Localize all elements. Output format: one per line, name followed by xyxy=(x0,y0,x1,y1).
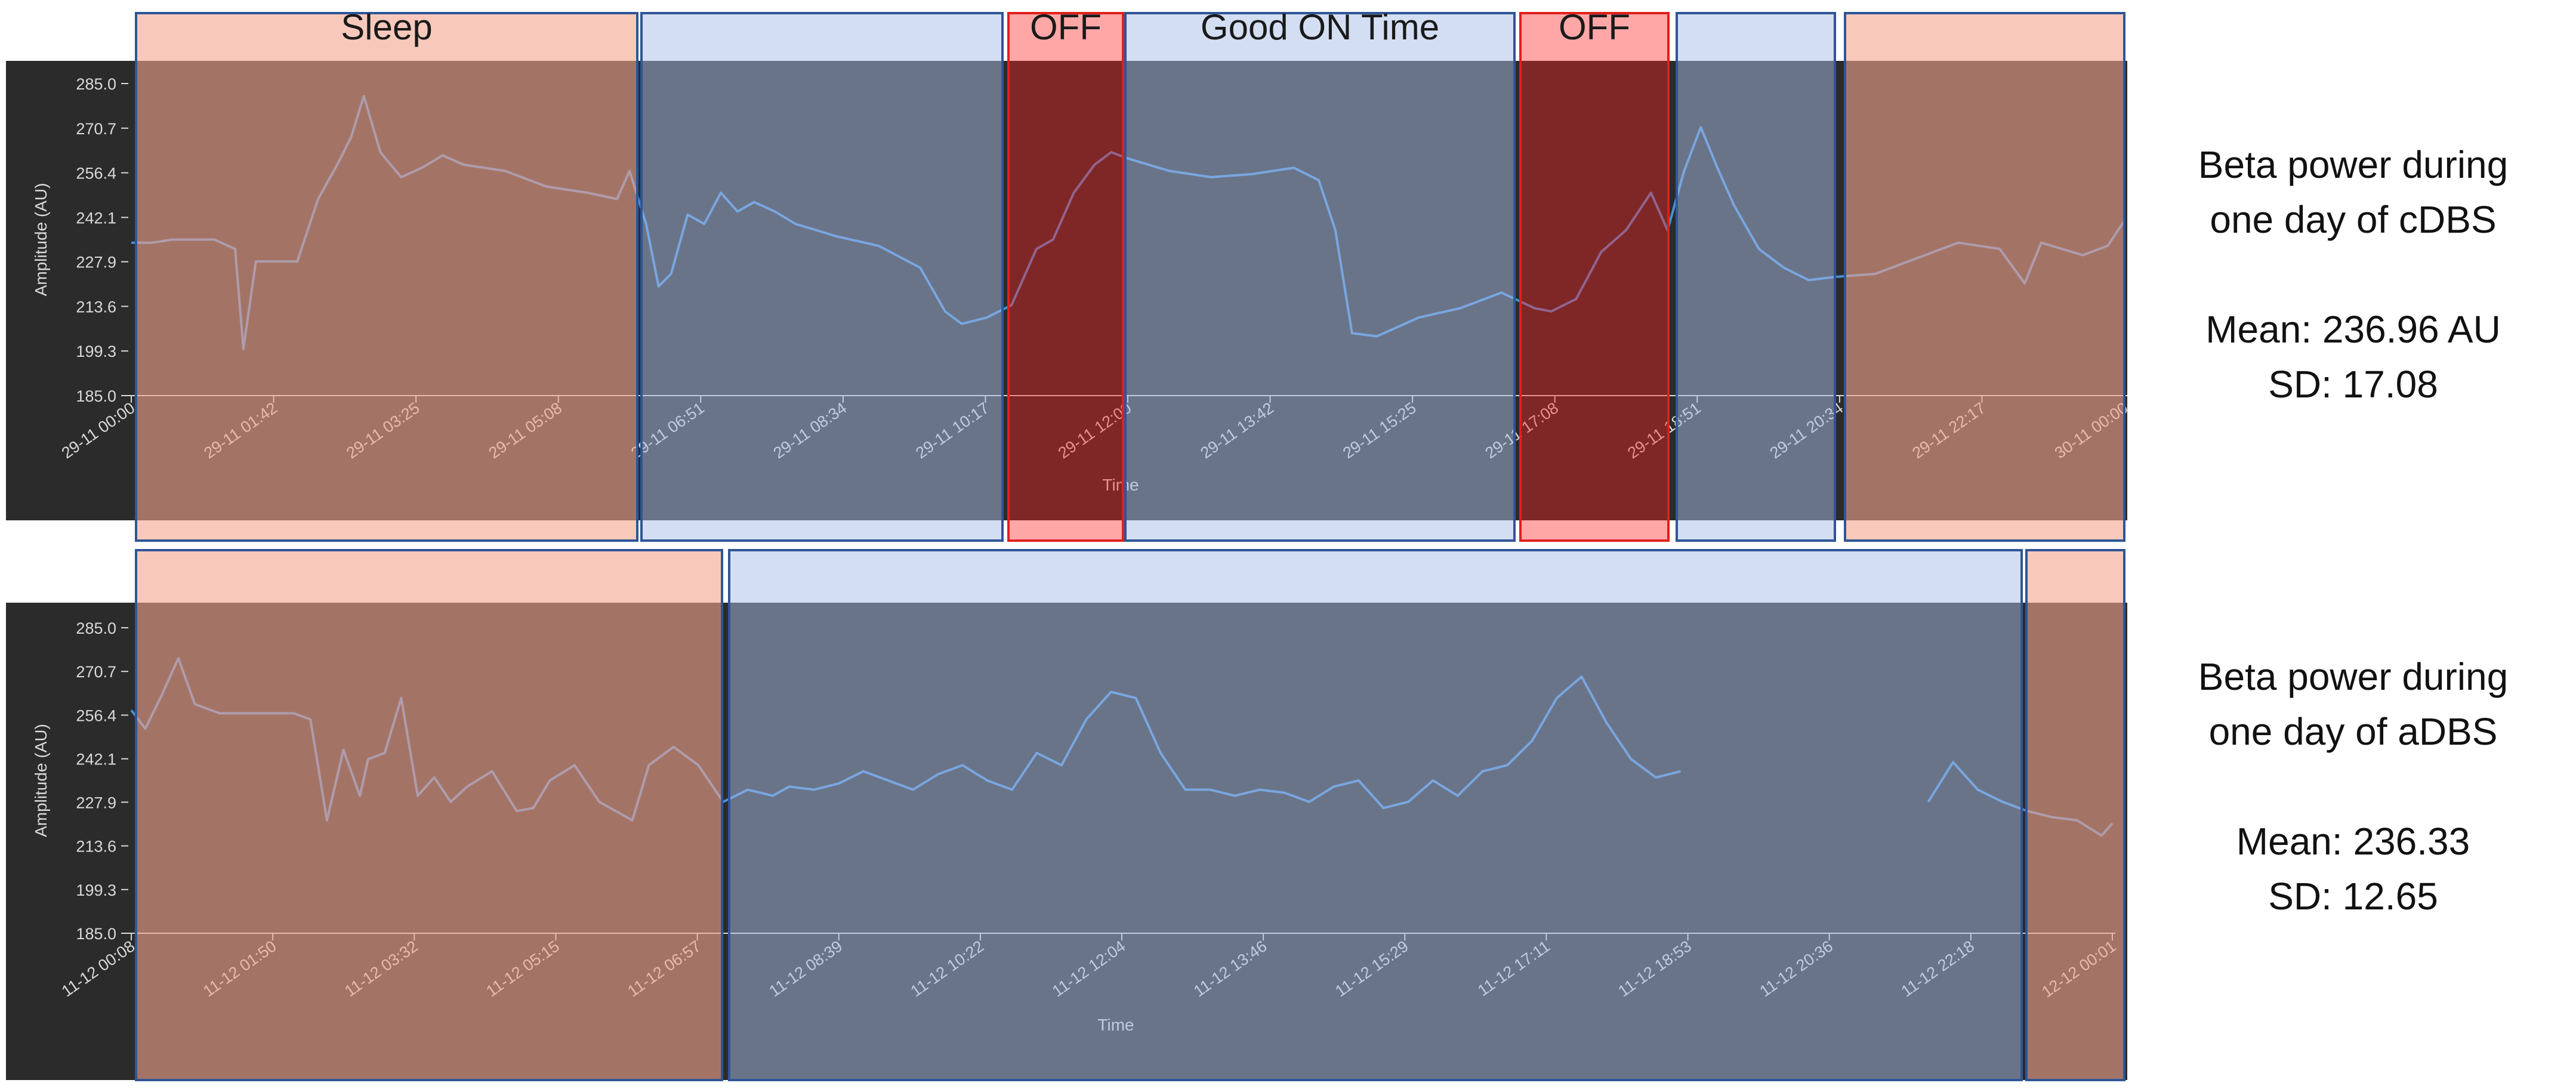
cdbs-band-on xyxy=(640,12,1004,542)
cdbs-band-label: OFF xyxy=(1559,7,1630,47)
cdbs-mean: Mean: 236.96 AU xyxy=(2205,308,2501,351)
adbs-band-sleep xyxy=(2025,549,2125,1081)
cdbs-y-tick-label: 256.4 xyxy=(76,165,116,183)
adbs-sd: SD: 12.65 xyxy=(2268,875,2438,918)
cdbs-y-tick-label: 285.0 xyxy=(76,75,116,93)
cdbs-band-label: Sleep xyxy=(341,7,432,47)
adbs-y-tick-label: 270.7 xyxy=(76,663,116,681)
adbs-y-tick-label: 199.3 xyxy=(76,881,116,899)
adbs-y-tick-label: 213.6 xyxy=(76,838,116,856)
adbs-summary-line2: one day of aDBS xyxy=(2208,710,2498,753)
cdbs-sd: SD: 17.08 xyxy=(2268,363,2438,406)
cdbs-summary-line1: Beta power during xyxy=(2198,143,2509,186)
adbs-mean: Mean: 236.33 xyxy=(2236,820,2470,863)
adbs-band-on xyxy=(728,549,2023,1081)
cdbs-band-off xyxy=(1007,12,1124,542)
cdbs-y-tick-label: 270.7 xyxy=(76,120,116,138)
adbs-y-tick-label: 185.0 xyxy=(76,925,116,943)
cdbs-band-label: Good ON Time xyxy=(1201,7,1439,47)
cdbs-summary: Beta power during one day of cDBS Mean: … xyxy=(2130,137,2576,412)
adbs-y-tick-label: 256.4 xyxy=(76,707,116,724)
cdbs-band-sleep xyxy=(135,12,638,542)
cdbs-band-sleep xyxy=(1844,12,2125,542)
adbs-y-tick-label: 242.1 xyxy=(76,751,116,769)
cdbs-y-tick-label: 213.6 xyxy=(76,298,116,316)
adbs-y-tick-label: 285.0 xyxy=(76,619,116,637)
cdbs-chart-panel: Amplitude (AU) 185.0 199.3 213.6 227.9 242.1 2… xyxy=(0,0,2130,544)
cdbs-y-tick-label: 185.0 xyxy=(76,387,116,405)
cdbs-band-on xyxy=(1124,12,1516,542)
adbs-y-tick-label: 227.9 xyxy=(76,794,116,812)
cdbs-y-axis-label: Amplitude (AU) xyxy=(32,183,50,297)
adbs-y-axis-label: Amplitude (AU) xyxy=(32,724,50,837)
adbs-band-sleep xyxy=(135,549,723,1081)
adbs-summary: Beta power during one day of aDBS Mean: … xyxy=(2130,649,2576,924)
cdbs-summary-line2: one day of cDBS xyxy=(2210,198,2497,241)
cdbs-y-tick-label: 242.1 xyxy=(76,209,116,227)
adbs-chart-panel: Amplitude (AU) 185.0 199.3 213.6 227.9 242.1 2… xyxy=(0,544,2130,1089)
cdbs-band-off xyxy=(1519,12,1670,542)
adbs-summary-line1: Beta power during xyxy=(2198,655,2509,698)
cdbs-y-tick-label: 199.3 xyxy=(76,343,116,360)
cdbs-band-label: OFF xyxy=(1030,7,1102,47)
cdbs-y-tick-label: 227.9 xyxy=(76,254,116,272)
cdbs-band-on xyxy=(1676,12,1836,542)
